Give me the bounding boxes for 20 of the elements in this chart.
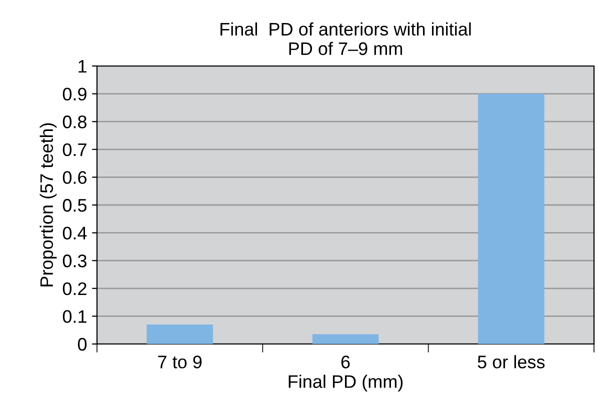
y-tick-label: 0.4 bbox=[62, 226, 87, 240]
y-tick-label: 0.2 bbox=[62, 282, 86, 296]
bar bbox=[478, 94, 544, 344]
y-tick-label: 0.1 bbox=[62, 310, 86, 323]
y-tick-label: 0.3 bbox=[62, 254, 86, 268]
bar bbox=[312, 334, 379, 344]
x-tick-label: 6 bbox=[341, 356, 350, 368]
y-axis-title: Proportion (57 teeth) bbox=[40, 123, 57, 286]
y-tick-label: 0.9 bbox=[62, 88, 86, 101]
y-tick-label: 0.6 bbox=[62, 171, 86, 184]
y-tick-label: 1 bbox=[78, 60, 86, 73]
y-tick-label: 0.5 bbox=[62, 198, 87, 212]
x-tick-label: 5 or less bbox=[478, 355, 545, 368]
bar bbox=[146, 324, 213, 344]
chart-title: Final PD of anteriors with initial PD of 7–9 mm bbox=[220, 22, 471, 56]
y-tick-label: 0.8 bbox=[62, 116, 86, 128]
y-tick-label: 0.7 bbox=[62, 143, 86, 156]
y-tick-label: 0 bbox=[78, 338, 87, 351]
x-tick-label: 7 to 9 bbox=[158, 356, 202, 368]
x-axis-title: Final PD (mm) bbox=[288, 374, 403, 392]
